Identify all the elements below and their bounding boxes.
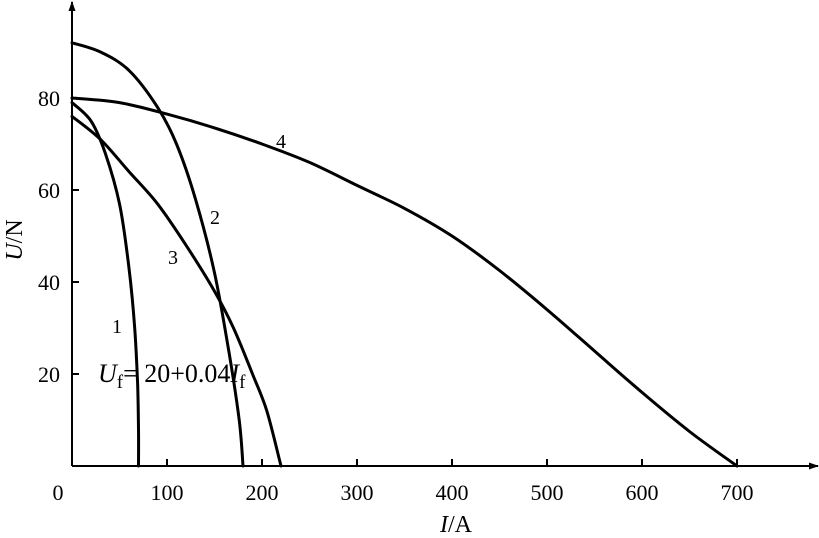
x-tick-label: 100 <box>151 480 184 505</box>
y-tick-label: 60 <box>38 178 60 203</box>
x-tick-label: 600 <box>626 480 659 505</box>
y-axis-label: U/N <box>2 219 28 260</box>
x-tick-label: 200 <box>246 480 279 505</box>
x-tick-label: 500 <box>531 480 564 505</box>
origin-label: 0 <box>53 480 64 505</box>
curve-3 <box>70 114 283 468</box>
x-tick-label: 700 <box>721 480 754 505</box>
formula-sub-f-2: f <box>239 372 246 393</box>
curve-3-label: 3 <box>168 247 178 269</box>
x-ticks: 100 200 300 400 500 600 700 <box>151 459 754 505</box>
y-tick-label: 80 <box>38 86 60 111</box>
formula-middle: = 20+0.04 <box>123 359 230 388</box>
x-axis-label: I/A <box>439 512 473 538</box>
x-tick-label: 400 <box>436 480 469 505</box>
formula-u: U <box>98 359 119 388</box>
y-tick-label: 40 <box>38 270 60 295</box>
curve-4-label: 4 <box>276 131 286 153</box>
curves: 1 2 3 4 <box>70 41 739 468</box>
formula-i: I <box>229 359 240 388</box>
x-axis-label-variable: I <box>439 512 449 538</box>
curve-2-label: 2 <box>210 207 220 229</box>
curve-1 <box>70 101 141 468</box>
y-axis-label-unit: /N <box>2 219 28 243</box>
formula-annotation: Uf= 20+0.04If <box>98 359 246 393</box>
curve-2 <box>70 41 245 468</box>
y-tick-label: 20 <box>38 362 60 387</box>
x-tick-label: 300 <box>341 480 374 505</box>
curve-1-label: 1 <box>112 316 122 338</box>
x-axis-label-unit: /A <box>448 512 473 538</box>
curve-4 <box>70 96 739 468</box>
y-axis-label-variable: U <box>2 242 28 261</box>
formula-sub-f: f <box>117 372 124 393</box>
